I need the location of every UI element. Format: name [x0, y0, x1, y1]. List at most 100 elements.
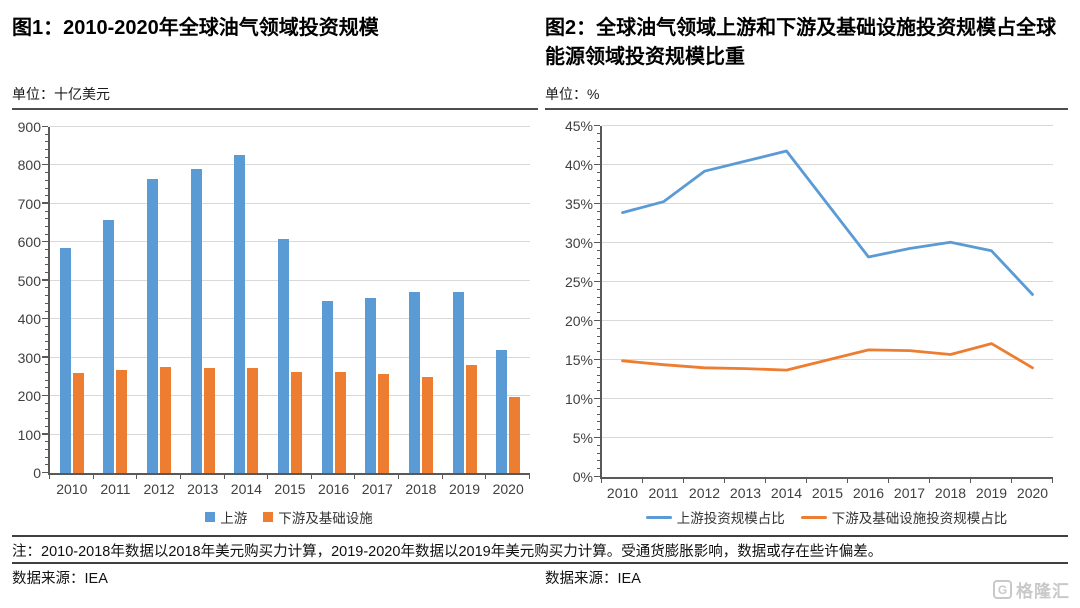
legend-item: 下游及基础设施投资规模占比: [800, 507, 1007, 527]
y-minor-tick: [45, 264, 48, 266]
bar-上游: [190, 168, 202, 473]
y-axis-label: 900: [17, 119, 41, 135]
x-axis-label: 2010: [606, 485, 639, 501]
gridline: [602, 242, 1053, 243]
y-minor-tick: [45, 179, 48, 181]
bar-上游: [321, 300, 333, 473]
y-minor-tick: [45, 195, 48, 197]
x-axis-label: 2015: [274, 481, 306, 497]
gridline: [602, 125, 1053, 126]
x-axis-tick: [529, 475, 530, 479]
gelonghui-watermark-text: 格隆汇: [1016, 582, 1070, 601]
x-axis-tick: [267, 475, 269, 479]
y-minor-tick: [45, 379, 48, 381]
gridline: [50, 126, 530, 127]
bar-下游及基础设施: [465, 364, 477, 473]
figure2-panel: 图2：全球油气领域上游和下游及基础设施投资规模占全球能源领域投资规模比重 单位：…: [545, 0, 1068, 608]
y-minor-tick: [45, 126, 48, 127]
figure1-title: 图1：2010-2020年全球油气领域投资规模: [12, 17, 379, 39]
x-axis-tick: [1011, 479, 1012, 483]
x-axis-tick: [888, 479, 889, 483]
bar-上游: [234, 154, 246, 473]
figure1-unit-label: 单位：十亿美元: [12, 86, 110, 102]
y-axis-label: 40%: [564, 157, 593, 174]
gridline: [50, 356, 530, 358]
y-minor-tick: [45, 395, 48, 397]
y-minor-tick: [597, 249, 600, 251]
y-minor-tick: [597, 171, 600, 173]
y-minor-tick: [45, 287, 48, 289]
y-minor-tick: [597, 444, 600, 446]
y-axis-label: 700: [17, 195, 41, 212]
y-minor-tick: [45, 249, 48, 251]
y-minor-tick: [597, 164, 600, 166]
y-minor-tick: [45, 156, 48, 158]
y-minor-tick: [45, 348, 48, 350]
y-minor-tick: [597, 335, 600, 337]
y-minor-tick: [597, 390, 600, 392]
figure1-unit-row: 单位：十亿美元: [12, 84, 538, 110]
data-source-left: 数据来源：IEA: [12, 571, 108, 587]
bar-上游: [278, 238, 289, 473]
x-axis-tick: [485, 475, 487, 479]
y-minor-tick: [45, 456, 48, 458]
y-minor-tick: [45, 302, 48, 304]
footer-top-divider: [12, 535, 1068, 537]
y-minor-tick: [45, 464, 48, 466]
x-axis-label: 2014: [230, 481, 262, 497]
y-minor-tick: [597, 187, 600, 189]
gelonghui-logo-icon: G: [993, 580, 1012, 599]
gridline: [602, 164, 1053, 166]
y-minor-tick: [45, 448, 48, 450]
gelonghui-watermark: G 格隆汇: [993, 577, 1070, 602]
y-axis-label: 10%: [564, 391, 593, 408]
x-axis-label: 2013: [729, 485, 762, 501]
bar-上游: [452, 292, 464, 473]
bar-下游及基础设施: [203, 368, 215, 473]
x-axis-label: 2017: [361, 481, 393, 497]
line-chart-canvas: [621, 149, 1034, 372]
legend-square-swatch: [205, 512, 216, 522]
y-minor-tick: [45, 210, 48, 212]
y-minor-tick: [45, 402, 48, 404]
y-axis-label: 5%: [572, 430, 593, 447]
y-minor-tick: [597, 210, 600, 212]
y-minor-tick: [597, 296, 600, 298]
gridline: [602, 437, 1053, 439]
data-source-right: 数据来源：IEA: [545, 571, 641, 587]
y-axis-label: 600: [17, 234, 41, 251]
bar-下游及基础设施: [160, 366, 172, 473]
line-series-上游投资规模占比: [621, 149, 1034, 296]
x-axis-tick: [683, 479, 684, 483]
y-minor-tick: [597, 265, 600, 267]
legend-item: 上游投资规模占比: [645, 507, 785, 527]
footnote: 注：2010-2018年数据以2018年美元购买力计算，2019-2020年数据…: [12, 544, 883, 560]
y-minor-tick: [597, 359, 600, 360]
y-minor-tick: [45, 149, 48, 151]
y-axis-label: 25%: [564, 274, 593, 290]
legend-item: 下游及基础设施: [263, 507, 373, 527]
y-minor-tick: [597, 148, 600, 150]
y-minor-tick: [597, 273, 600, 275]
figure2-unit-row: 单位：%: [545, 84, 1068, 110]
y-minor-tick: [597, 468, 600, 470]
y-minor-tick: [45, 325, 48, 327]
bar-下游及基础设施: [378, 374, 390, 473]
y-axis-label: 100: [17, 426, 41, 443]
y-minor-tick: [597, 460, 600, 462]
legend-label: 上游: [220, 511, 248, 526]
y-minor-tick: [597, 195, 600, 197]
bar-上游: [59, 248, 71, 473]
gridline: [50, 164, 530, 166]
x-axis-tick: [354, 475, 356, 479]
bar-上游: [103, 220, 115, 473]
x-axis-label: 2019: [975, 485, 1008, 501]
legend-item: 上游: [205, 507, 247, 527]
y-minor-tick: [597, 413, 600, 415]
x-axis-label: 2011: [648, 485, 679, 501]
x-axis-label: 2018: [934, 485, 967, 501]
x-axis-label: 2013: [187, 481, 219, 497]
x-axis-label: 2020: [492, 481, 524, 497]
y-minor-tick: [45, 372, 48, 374]
gridline: [602, 398, 1053, 400]
